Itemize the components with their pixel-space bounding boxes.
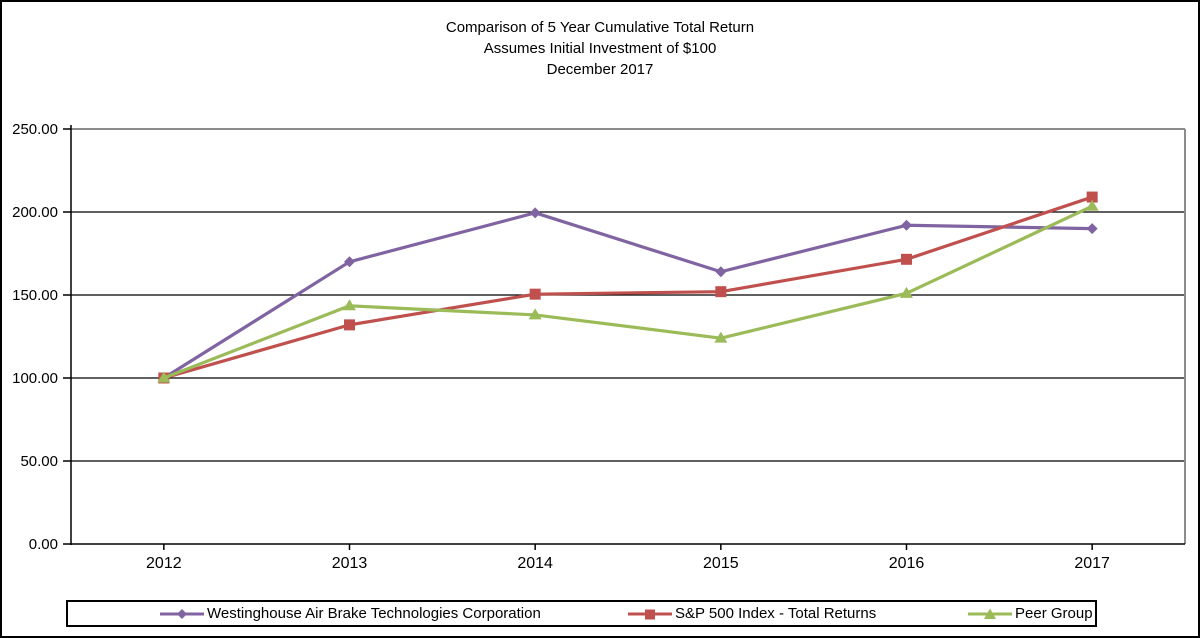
- series-0-marker-2015: [715, 266, 727, 278]
- legend-marker-square-icon: [628, 609, 672, 620]
- series-0-marker-2017: [1086, 223, 1098, 235]
- series-2-marker-2017: [1085, 199, 1099, 211]
- legend-marker-diamond-icon: [160, 609, 204, 619]
- y-tick-label-150: 150.00: [12, 287, 58, 304]
- series-1-marker-2015: [715, 286, 727, 298]
- y-tick-label-0: 0.00: [29, 536, 58, 553]
- series-line-1: [163, 195, 1093, 380]
- x-tick-label-2013: 2013: [332, 555, 368, 572]
- series-1-marker-2013: [344, 319, 355, 331]
- legend-label-westinghouse: Westinghouse Air Brake Technologies Corp…: [207, 605, 541, 622]
- y-tick-label-200: 200.00: [12, 204, 58, 221]
- legend-entry-peer-group: Peer Group: [968, 602, 1093, 625]
- series-2-marker-2014: [528, 308, 542, 320]
- legend-entry-sp500: S&P 500 Index - Total Returns: [628, 602, 876, 625]
- series-0-marker-2016: [901, 219, 912, 231]
- x-tick-label-2016: 2016: [889, 555, 925, 572]
- legend-marker-triangle-icon: [968, 608, 1012, 619]
- series-0-marker-2013: [344, 256, 355, 268]
- series-2-marker-2015: [714, 331, 728, 343]
- chart-title-line-1: Comparison of 5 Year Cumulative Total Re…: [445, 19, 755, 36]
- series-line-0: [162, 211, 1093, 380]
- series-2-marker-2012: [157, 371, 171, 383]
- legend-entry-westinghouse: Westinghouse Air Brake Technologies Corp…: [160, 602, 541, 625]
- series-1-marker-2016: [901, 253, 912, 265]
- legend-label-sp500: S&P 500 Index - Total Returns: [675, 605, 877, 622]
- series-1-marker-2017: [1086, 191, 1098, 203]
- series-2-marker-2013: [343, 299, 356, 311]
- chart-title-line-2: Assumes Initial Investment of $100: [483, 40, 717, 57]
- x-tick-label-2017: 2017: [1074, 555, 1110, 572]
- x-tick-label-2014: 2014: [517, 555, 553, 572]
- series-0-marker-2014: [529, 207, 541, 219]
- y-tick-label-250: 250.00: [12, 121, 58, 138]
- series-1-marker-2014: [529, 288, 541, 300]
- y-tick-label-100: 100.00: [12, 370, 58, 387]
- x-tick-label-2012: 2012: [146, 555, 182, 572]
- chart-title-line-3: December 2017: [546, 61, 654, 78]
- series-2-marker-2016: [900, 286, 913, 298]
- y-tick-label-50: 50.00: [20, 453, 58, 470]
- chart-title: Comparison of 5 Year Cumulative Total Re…: [0, 17, 1200, 80]
- series-line-2: [163, 204, 1093, 380]
- x-tick-label-2015: 2015: [703, 555, 739, 572]
- legend: Westinghouse Air Brake Technologies Corp…: [66, 600, 1097, 627]
- legend-label-peer-group: Peer Group: [1015, 605, 1093, 622]
